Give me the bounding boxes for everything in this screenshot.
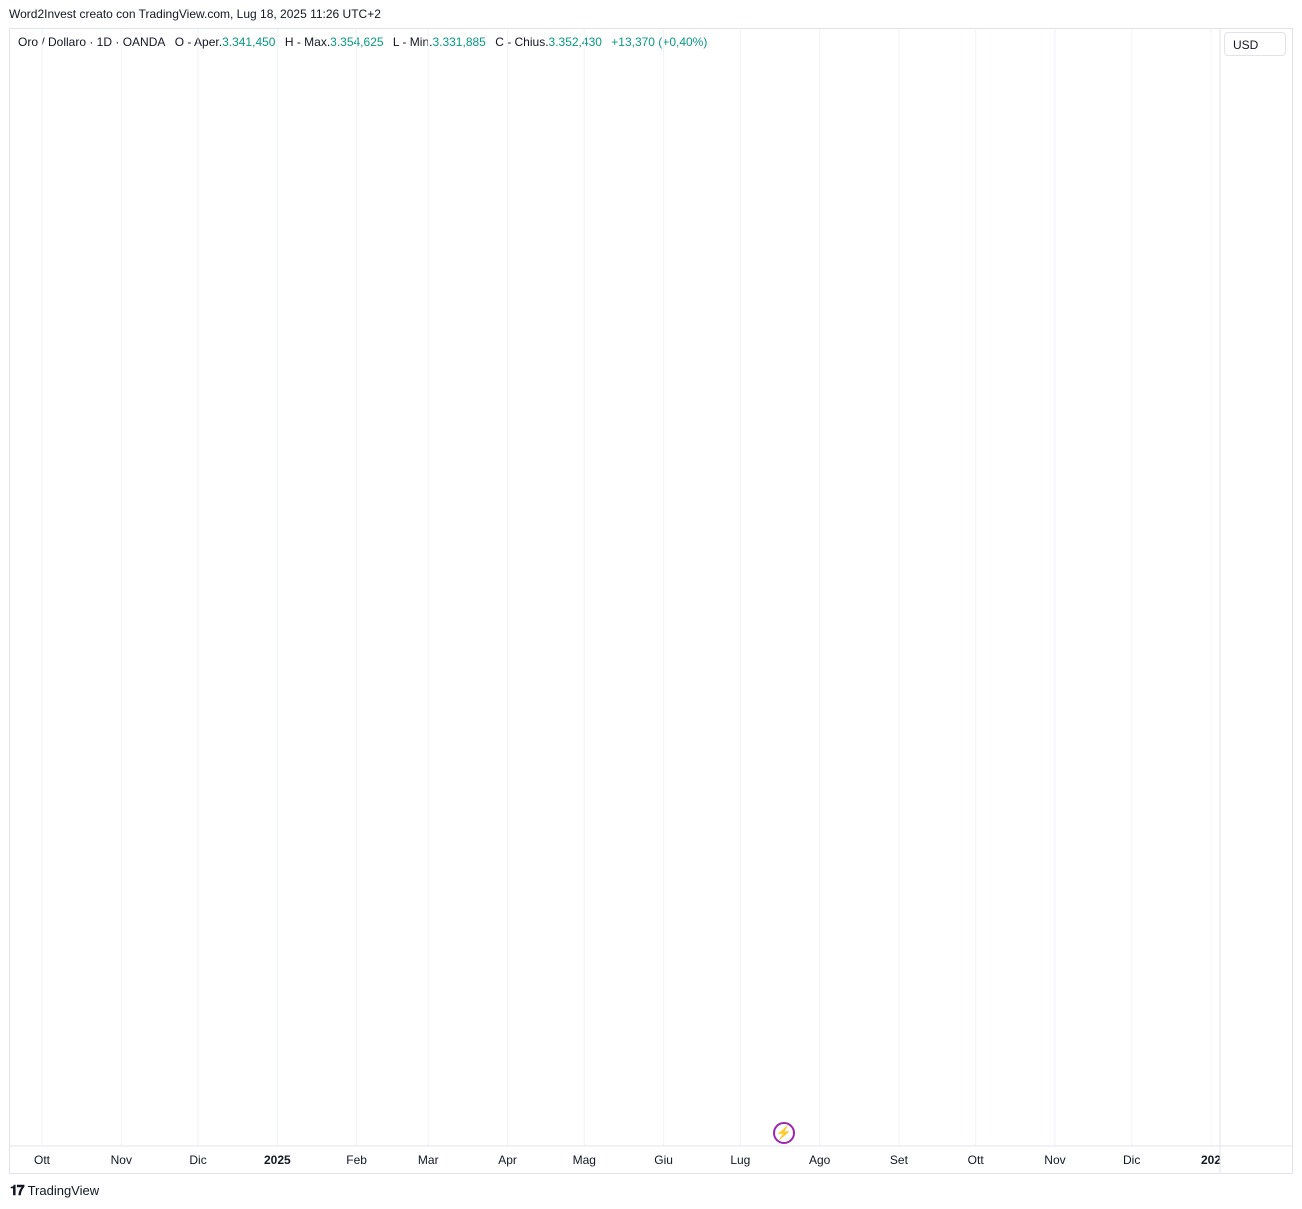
low-label: L - Min. xyxy=(392,35,433,49)
close-label: C - Chius. xyxy=(495,35,549,49)
ohlc-legend: Oro / Dollaro · 1D · OANDA O - Aper.3.34… xyxy=(18,35,707,49)
high-label: H - Max. xyxy=(284,35,331,49)
open-value: 3.341,450 xyxy=(222,35,276,49)
x-tick-label: Ago xyxy=(809,1153,831,1167)
x-tick-label: Giu xyxy=(654,1153,673,1167)
x-tick-label: Mag xyxy=(573,1153,596,1167)
x-tick-label: Feb xyxy=(346,1153,367,1167)
x-tick-label: Lug xyxy=(730,1153,750,1167)
x-tick-label: Ott xyxy=(34,1153,51,1167)
chart-frame xyxy=(9,28,1293,1174)
x-tick-label: Nov xyxy=(111,1153,132,1167)
chart-credit: Word2Invest creato con TradingView.com, … xyxy=(9,7,381,21)
currency-selector[interactable]: USD xyxy=(1224,32,1286,56)
x-tick-label: 2025 xyxy=(264,1153,291,1167)
close-value: 3.352,430 xyxy=(548,35,602,49)
x-tick-label: Mar xyxy=(418,1153,439,1167)
change-value: +13,370 (+0,40%) xyxy=(611,35,708,49)
x-tick-label: Nov xyxy=(1044,1153,1065,1167)
x-tick-label: Ott xyxy=(968,1153,985,1167)
x-tick-label: Dic xyxy=(189,1153,206,1167)
brand-name: TradingView xyxy=(27,1183,100,1198)
flash-icon[interactable]: ⚡ xyxy=(773,1122,795,1144)
x-tick-label: Apr xyxy=(498,1153,517,1167)
tradingview-logo-icon: 𝟏𝟕 xyxy=(10,1182,25,1198)
x-tick-label: Dic xyxy=(1123,1153,1140,1167)
symbol-label[interactable]: Oro / Dollaro · 1D · OANDA xyxy=(18,35,166,49)
low-value: 3.331,885 xyxy=(432,35,486,49)
footer-brand: 𝟏𝟕 TradingView xyxy=(10,1182,99,1199)
x-tick-label: Set xyxy=(890,1153,909,1167)
x-tick-label: 202 xyxy=(1201,1153,1221,1167)
